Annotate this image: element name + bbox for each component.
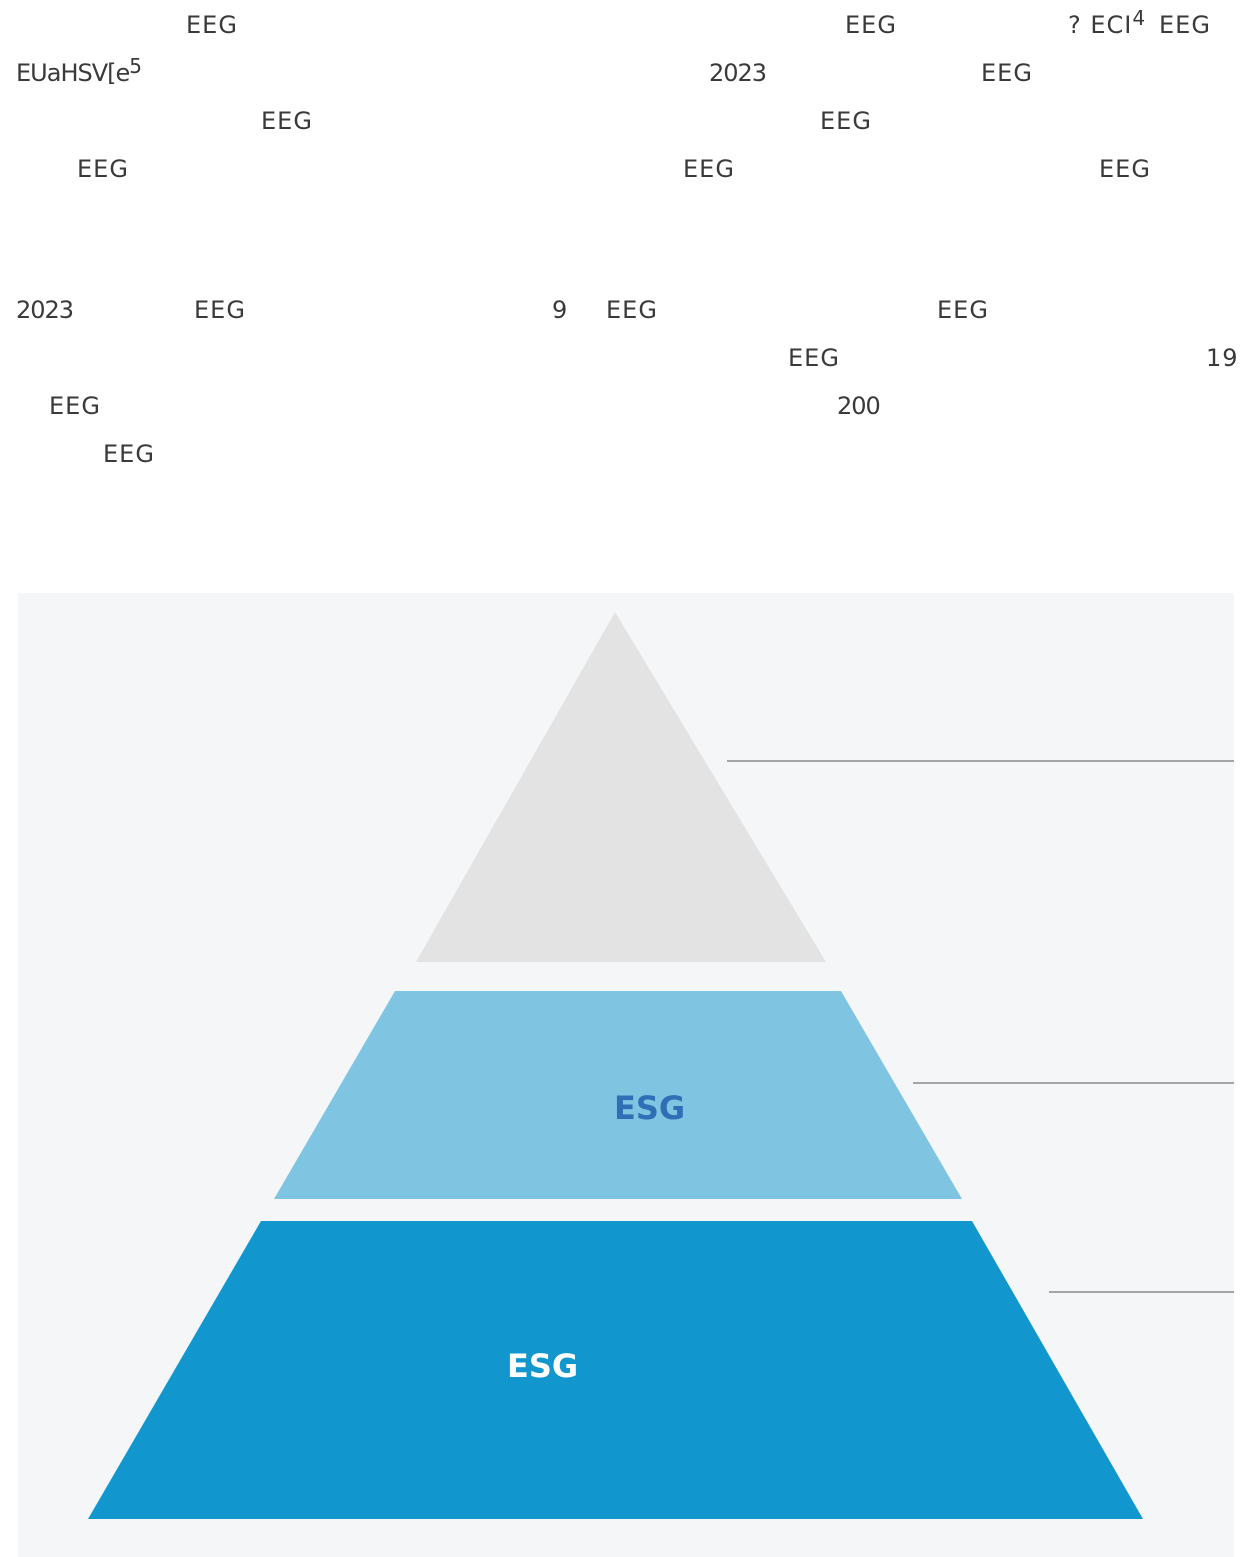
para1-line4-frag2: EEG <box>683 155 735 183</box>
para2-line1-frag4: EEG <box>606 296 658 324</box>
para2-line1-frag3: 9 <box>552 296 569 324</box>
pyramid-tier-top <box>416 612 826 962</box>
pyramid-tier-middle <box>274 991 962 1199</box>
para2-line3-frag1: EEG <box>49 392 101 420</box>
eci-text: ? ECI <box>1068 11 1133 39</box>
para1-line4-frag3: EEG <box>1099 155 1151 183</box>
para2-line4-frag1: EEG <box>103 440 155 468</box>
pyramid-figure: ESG ESG <box>18 593 1234 1557</box>
para1-line3-frag1: EEG <box>261 107 313 135</box>
footnote-ref-5: 5 <box>129 54 142 78</box>
para2-line1-frag1: 2023 <box>16 296 74 324</box>
para1-line2-frag3: EEG <box>981 59 1033 87</box>
para1-line4-frag1: EEG <box>77 155 129 183</box>
para2-line1-frag2: EEG <box>194 296 246 324</box>
para1-line1-frag1: EEG <box>186 11 238 39</box>
para1-line1-frag3: ? ECI4 <box>1068 8 1146 39</box>
para1-line3-frag2: EEG <box>820 107 872 135</box>
footnote-ref-4: 4 <box>1132 6 1147 30</box>
para2-line1-frag5: EEG <box>937 296 989 324</box>
para1-line1-frag4: EEG <box>1159 11 1211 39</box>
para2-line2-frag1: EEG <box>788 344 840 372</box>
para1-line2-frag2: 2023 <box>709 59 767 87</box>
para1-line1-frag2: EEG <box>845 11 897 39</box>
para1-line2-frag1: EUaHSV[e5 <box>16 56 142 87</box>
pyramid-tier-bottom <box>88 1221 1143 1519</box>
pyramid-svg <box>88 612 1234 1519</box>
para2-line3-frag2: 200 <box>837 392 881 420</box>
euahsv-text: EUaHSV[e <box>16 59 130 87</box>
pyramid-tier-bottom-label: ESG <box>507 1347 579 1385</box>
para2-line2-frag2: 19 <box>1206 344 1239 372</box>
pyramid-tier-middle-label: ESG <box>614 1089 686 1127</box>
